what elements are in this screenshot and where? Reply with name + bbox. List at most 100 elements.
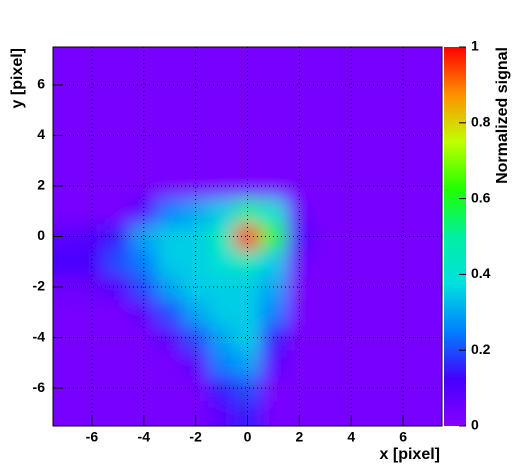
heatmap-cell: [208, 350, 236, 377]
heatmap-cell: [208, 400, 236, 426]
heatmap-cell: [78, 148, 106, 174]
heatmap-cell: [364, 148, 391, 174]
x-tick-label: 2: [295, 429, 303, 445]
heatmap-cell: [260, 198, 287, 225]
heatmap-cell: [130, 324, 158, 351]
heatmap-cell: [53, 198, 80, 225]
z-tick-label: 0.6: [471, 189, 491, 205]
heatmap-cell: [156, 47, 184, 73]
heatmap-cell: [53, 148, 80, 174]
x-axis-title: x [pixel]: [380, 446, 440, 463]
heatmap-cell: [286, 72, 313, 99]
heatmap-cell: [53, 97, 80, 124]
heatmap-cell: [208, 97, 236, 124]
heatmap-cell: [286, 223, 313, 250]
heatmap-cell: [364, 299, 391, 326]
heatmap-cell: [338, 324, 365, 351]
heatmap-cell: [156, 249, 184, 275]
heatmap-cell: [338, 47, 365, 73]
heatmap-cell: [182, 324, 210, 351]
heatmap-cell: [416, 97, 442, 124]
heatmap-cell: [260, 299, 287, 326]
heatmap-cell: [53, 400, 80, 426]
y-tick-label: 4: [37, 126, 45, 142]
heatmap-cell: [338, 148, 365, 174]
z-tick-label: 0: [471, 417, 479, 433]
heatmap: [53, 47, 442, 426]
heatmap-cell: [156, 299, 184, 326]
z-axis-title: Normalized signal: [494, 47, 511, 184]
heatmap-cell: [104, 324, 132, 351]
heatmap-cell: [130, 223, 158, 250]
heatmap-cell: [156, 350, 184, 377]
heatmap-cell: [286, 173, 313, 200]
heatmap-cell: [416, 198, 442, 225]
heatmap-cell: [53, 350, 80, 377]
heatmap-cell: [234, 173, 262, 200]
heatmap-cell: [234, 249, 262, 275]
heatmap-cell: [416, 350, 442, 377]
heatmap-cell: [416, 299, 442, 326]
heatmap-cell: [104, 375, 132, 402]
heatmap-cell: [182, 249, 210, 275]
y-tick-label: -6: [33, 379, 46, 395]
heatmap-cell: [104, 198, 132, 225]
heatmap-cell: [260, 148, 287, 174]
z-tick-label: 0.2: [471, 341, 491, 357]
heatmap-cell: [338, 173, 365, 200]
heatmap-cell: [130, 148, 158, 174]
heatmap-cell: [104, 122, 132, 149]
x-tick-label: 6: [399, 429, 407, 445]
heatmap-cell: [312, 148, 339, 174]
heatmap-cell: [338, 249, 365, 275]
heatmap-cell: [260, 249, 287, 275]
heatmap-cell: [390, 148, 417, 174]
heatmap-cell: [312, 400, 339, 426]
heatmap-cell: [104, 400, 132, 426]
heatmap-cell: [182, 72, 210, 99]
heatmap-cell: [260, 47, 287, 73]
heatmap-cell: [208, 47, 236, 73]
x-tick-label: -2: [189, 429, 202, 445]
heatmap-cell: [208, 299, 236, 326]
y-tick-label: 6: [37, 76, 45, 92]
heatmap-cell: [364, 47, 391, 73]
heatmap-cell: [104, 299, 132, 326]
y-tick-label: 2: [37, 177, 45, 193]
heatmap-cell: [416, 148, 442, 174]
y-tick-label: 0: [37, 227, 45, 243]
heatmap-cell: [78, 249, 106, 275]
heatmap-cell: [312, 249, 339, 275]
heatmap-cell: [78, 47, 106, 73]
heatmap-cell: [312, 299, 339, 326]
heatmap-cell: [234, 148, 262, 174]
heatmap-cell: [104, 274, 132, 301]
heatmap-cell: [156, 97, 184, 124]
heatmap-cell: [104, 350, 132, 377]
heatmap-cell: [130, 249, 158, 275]
heatmap-cell: [130, 47, 158, 73]
heatmap-cell: [156, 198, 184, 225]
heatmap-cell: [390, 47, 417, 73]
heatmap-cell: [390, 324, 417, 351]
z-tick-label: 0.4: [471, 265, 491, 281]
heatmap-cell: [104, 97, 132, 124]
heatmap-cell: [53, 249, 80, 275]
heatmap-cell: [390, 249, 417, 275]
heatmap-cell: [234, 223, 262, 250]
heatmap-cell: [182, 223, 210, 250]
heatmap-cell: [390, 223, 417, 250]
y-tick-label: -2: [33, 278, 46, 294]
heatmap-cell: [338, 72, 365, 99]
heatmap-cell: [104, 148, 132, 174]
heatmap-cell: [53, 299, 80, 326]
heatmap-cell: [208, 198, 236, 225]
heatmap-cell: [156, 400, 184, 426]
heatmap-cell: [182, 148, 210, 174]
x-tick-label: -4: [138, 429, 151, 445]
heatmap-cell: [364, 350, 391, 377]
heatmap-cell: [260, 350, 287, 377]
heatmap-cell: [234, 72, 262, 99]
heatmap-cell: [416, 249, 442, 275]
x-tick-label: 0: [244, 429, 252, 445]
